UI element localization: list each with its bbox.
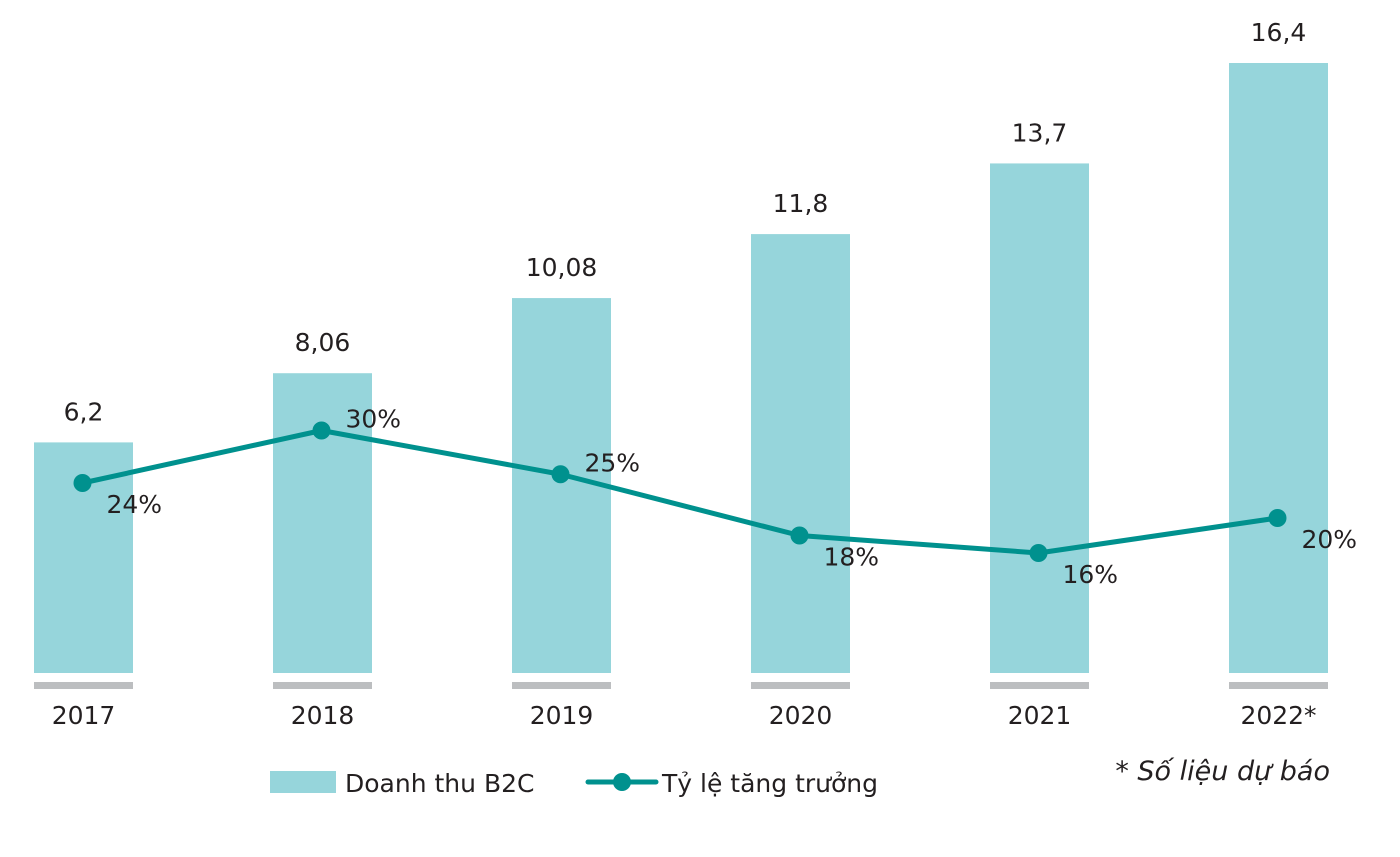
bar-value-label: 10,08	[526, 253, 598, 282]
bar-value-label: 6,2	[64, 397, 104, 426]
legend: Doanh thu B2C Tỷ lệ tăng trưởng	[270, 769, 878, 798]
growth-rate-label: 24%	[107, 490, 163, 519]
growth-point-2020	[790, 526, 809, 545]
growth-rate-label: 20%	[1302, 525, 1358, 554]
x-tick-label: 2022*	[1240, 701, 1316, 730]
legend-line-marker	[613, 773, 631, 791]
growth-line-layer	[73, 421, 1287, 562]
bar-value-label: 16,4	[1251, 18, 1307, 47]
x-tick-label: 2021	[1008, 701, 1072, 730]
baseline-segment-2020	[751, 682, 850, 689]
baseline-segment-2021	[990, 682, 1089, 689]
growth-line	[81, 428, 1278, 556]
legend-bar-swatch	[270, 771, 336, 793]
x-tick-label: 2020	[769, 701, 833, 730]
x-tick-label: 2017	[52, 701, 116, 730]
legend-line-label: Tỷ lệ tăng trưởng	[661, 769, 878, 798]
growth-rate-label: 30%	[346, 405, 402, 434]
baseline-segment-2017	[34, 682, 133, 689]
growth-rate-label: 25%	[585, 448, 641, 477]
baseline-layer	[34, 682, 1328, 689]
forecast-note: * Số liệu dự báo	[1115, 756, 1330, 787]
bar-2022*	[1229, 63, 1328, 673]
growth-rate-label: 16%	[1063, 560, 1119, 589]
growth-point-2017	[73, 474, 92, 492]
bar-2020	[751, 234, 850, 673]
baseline-segment-2022*	[1229, 682, 1328, 689]
bar-value-label: 13,7	[1012, 118, 1068, 147]
bar-labels-layer: 6,2 8,06 10,08 11,8 13,7 16,4	[64, 18, 1307, 426]
baseline-segment-2018	[273, 682, 372, 689]
bar-value-label: 11,8	[773, 189, 829, 218]
growth-point-2018	[312, 421, 331, 440]
growth-point-2019	[551, 465, 570, 484]
tick-labels-layer: 2017 2018 2019 2020 2021 2022*	[52, 701, 1317, 730]
growth-point-2022*	[1268, 509, 1287, 527]
growth-rate-label: 18%	[824, 543, 880, 572]
x-tick-label: 2019	[530, 701, 594, 730]
rate-labels-layer: 24% 30% 25% 18% 16% 20%	[107, 405, 1358, 590]
bar-value-label: 8,06	[295, 328, 351, 357]
growth-point-2021	[1029, 544, 1048, 562]
legend-bar-label: Doanh thu B2C	[345, 769, 534, 798]
x-tick-label: 2018	[291, 701, 355, 730]
bars-layer	[34, 63, 1328, 674]
bar-2021	[990, 163, 1089, 674]
baseline-segment-2019	[512, 682, 611, 689]
